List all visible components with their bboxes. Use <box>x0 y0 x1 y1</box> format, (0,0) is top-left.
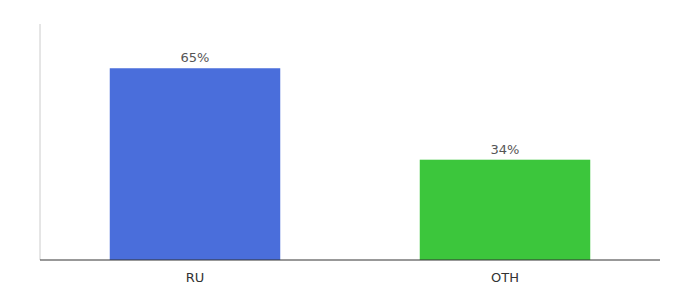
x-tick-label: RU <box>186 270 205 285</box>
bar <box>420 160 591 260</box>
y-axis-line <box>40 24 41 260</box>
bars <box>110 68 591 260</box>
data-label: 65% <box>181 50 210 65</box>
x-tick-label: OTH <box>491 270 519 285</box>
chart: 65% 34% RU OTH <box>0 0 680 300</box>
bar <box>110 68 281 260</box>
x-axis-line <box>40 260 660 261</box>
data-label: 34% <box>491 142 520 157</box>
